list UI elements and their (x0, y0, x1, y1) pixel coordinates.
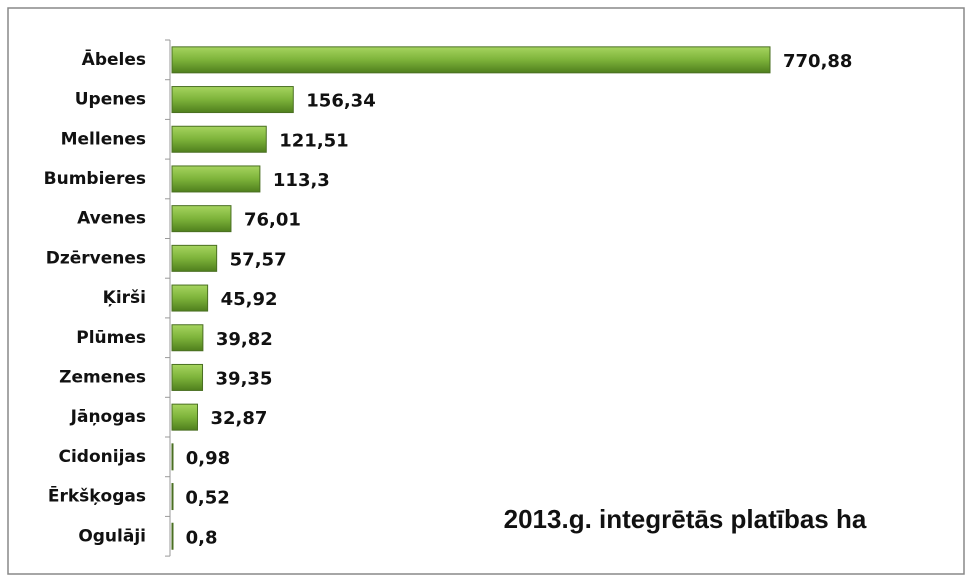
bar (171, 522, 174, 550)
data-label: 76,01 (244, 210, 301, 231)
y-tick-label: Ērkšķogas (48, 485, 146, 507)
data-label: 57,57 (230, 249, 287, 270)
bar (171, 125, 267, 153)
y-tick-label: Plūmes (76, 328, 146, 348)
y-tick-label: Jāņogas (70, 407, 146, 427)
bar (171, 46, 771, 74)
y-tick-label: Upenes (75, 90, 146, 110)
y-tick-label: Avenes (77, 209, 146, 229)
data-label: 770,88 (783, 51, 852, 72)
data-label: 0,8 (186, 527, 218, 548)
bar (171, 244, 218, 272)
y-tick-label: Zemenes (59, 367, 146, 387)
bar (171, 165, 261, 193)
data-label: 39,82 (216, 329, 273, 350)
y-tick-label: Cidonijas (59, 447, 147, 467)
y-tick-label: Bumbieres (44, 169, 146, 189)
chart-title: 2013.g. integrētās platības ha (504, 504, 867, 534)
data-label: 39,35 (216, 368, 273, 389)
data-label: 113,3 (273, 170, 330, 191)
bar (171, 324, 204, 352)
bar (171, 443, 174, 471)
data-label: 156,34 (306, 91, 375, 112)
bar (171, 205, 232, 233)
data-label: 121,51 (279, 130, 348, 151)
chart-border (7, 7, 965, 575)
y-tick-label: Ķirši (103, 288, 146, 308)
bar (171, 86, 294, 114)
y-tick-label: Mellenes (61, 129, 146, 149)
y-tick-label: Ogulāji (78, 526, 146, 546)
y-tick-label: Ābeles (82, 48, 146, 70)
data-label: 0,98 (186, 448, 230, 469)
bar (171, 403, 198, 431)
data-label: 45,92 (221, 289, 278, 310)
bar (171, 483, 174, 511)
bar (171, 284, 209, 312)
data-label: 0,52 (185, 488, 229, 509)
bar (171, 363, 204, 391)
y-tick-label: Dzērvenes (46, 248, 146, 268)
data-label: 32,87 (210, 408, 267, 429)
